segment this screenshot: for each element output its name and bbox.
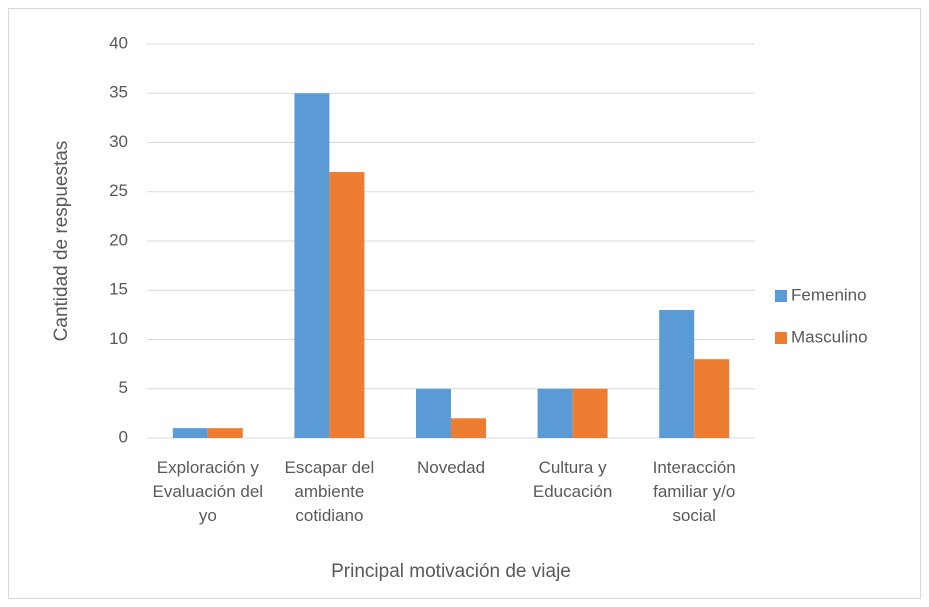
y-tick-label: 20	[109, 230, 128, 249]
y-tick-label: 10	[109, 329, 128, 348]
x-tick-label: Interacción familiar y/o social	[652, 458, 736, 525]
legend-label: Masculino	[791, 327, 868, 346]
bar	[329, 172, 365, 439]
bar	[659, 309, 695, 438]
y-tick-label: 35	[109, 83, 128, 102]
y-tick-label: 25	[109, 181, 128, 200]
y-tick-label: 0	[119, 427, 128, 446]
y-tick-label: 40	[109, 33, 128, 52]
x-axis-title: Principal motivación de viaje	[331, 561, 571, 582]
chart-border	[8, 8, 921, 599]
x-tick-label: Escapar del ambiente cotidiano	[284, 458, 375, 525]
bar	[207, 428, 243, 438]
x-tick-label: Cultura y Educación	[532, 458, 613, 501]
bar	[694, 359, 730, 438]
legend-label: Femenino	[791, 285, 867, 304]
bar	[537, 388, 573, 438]
y-tick-label: 30	[109, 132, 128, 151]
y-tick-label: 5	[119, 378, 128, 397]
y-tick-label: 15	[109, 280, 128, 299]
x-tick-label: Novedad	[416, 458, 486, 477]
legend-swatch	[775, 332, 787, 344]
y-axis-title: Cantidad de respuestas	[51, 141, 72, 342]
x-tick-label: Exploración y Evaluación del yo	[152, 458, 264, 525]
bar	[172, 428, 208, 438]
bar	[294, 93, 330, 438]
bar	[572, 388, 608, 438]
legend-swatch	[775, 290, 787, 302]
bar	[451, 418, 486, 438]
bar	[416, 388, 451, 438]
